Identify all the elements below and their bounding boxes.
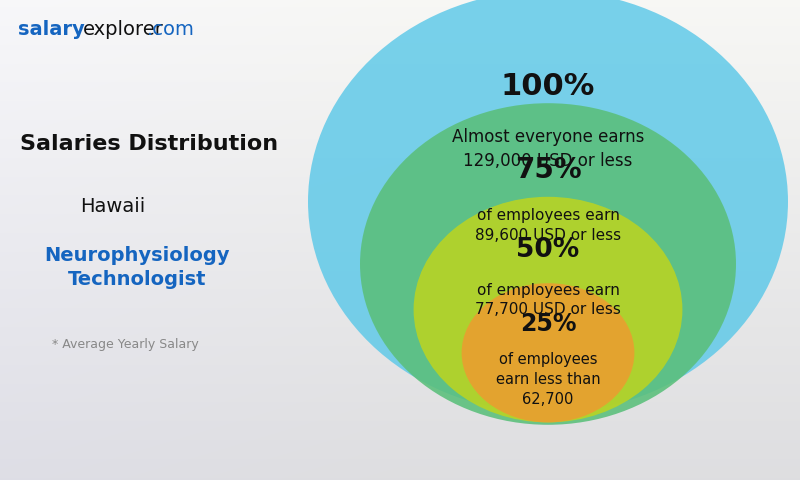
Text: Neurophysiology
Technologist: Neurophysiology Technologist	[44, 246, 230, 289]
Text: of employees earn
89,600 USD or less: of employees earn 89,600 USD or less	[475, 208, 621, 243]
Text: .com: .com	[147, 20, 195, 39]
Text: * Average Yearly Salary: * Average Yearly Salary	[52, 338, 198, 351]
Text: 25%: 25%	[520, 312, 576, 336]
Text: of employees earn
77,700 USD or less: of employees earn 77,700 USD or less	[475, 283, 621, 317]
Ellipse shape	[308, 0, 788, 413]
Text: salary: salary	[18, 20, 84, 39]
Ellipse shape	[360, 103, 736, 425]
Text: Almost everyone earns
129,000 USD or less: Almost everyone earns 129,000 USD or les…	[452, 128, 644, 169]
Text: Salaries Distribution: Salaries Distribution	[20, 134, 278, 155]
Text: 50%: 50%	[516, 237, 580, 263]
Ellipse shape	[462, 283, 634, 422]
Text: 100%: 100%	[501, 72, 595, 101]
Ellipse shape	[414, 197, 682, 422]
Text: 75%: 75%	[514, 156, 582, 184]
Text: of employees
earn less than
62,700: of employees earn less than 62,700	[496, 352, 600, 407]
Text: explorer: explorer	[83, 20, 164, 39]
Text: Hawaii: Hawaii	[80, 197, 146, 216]
